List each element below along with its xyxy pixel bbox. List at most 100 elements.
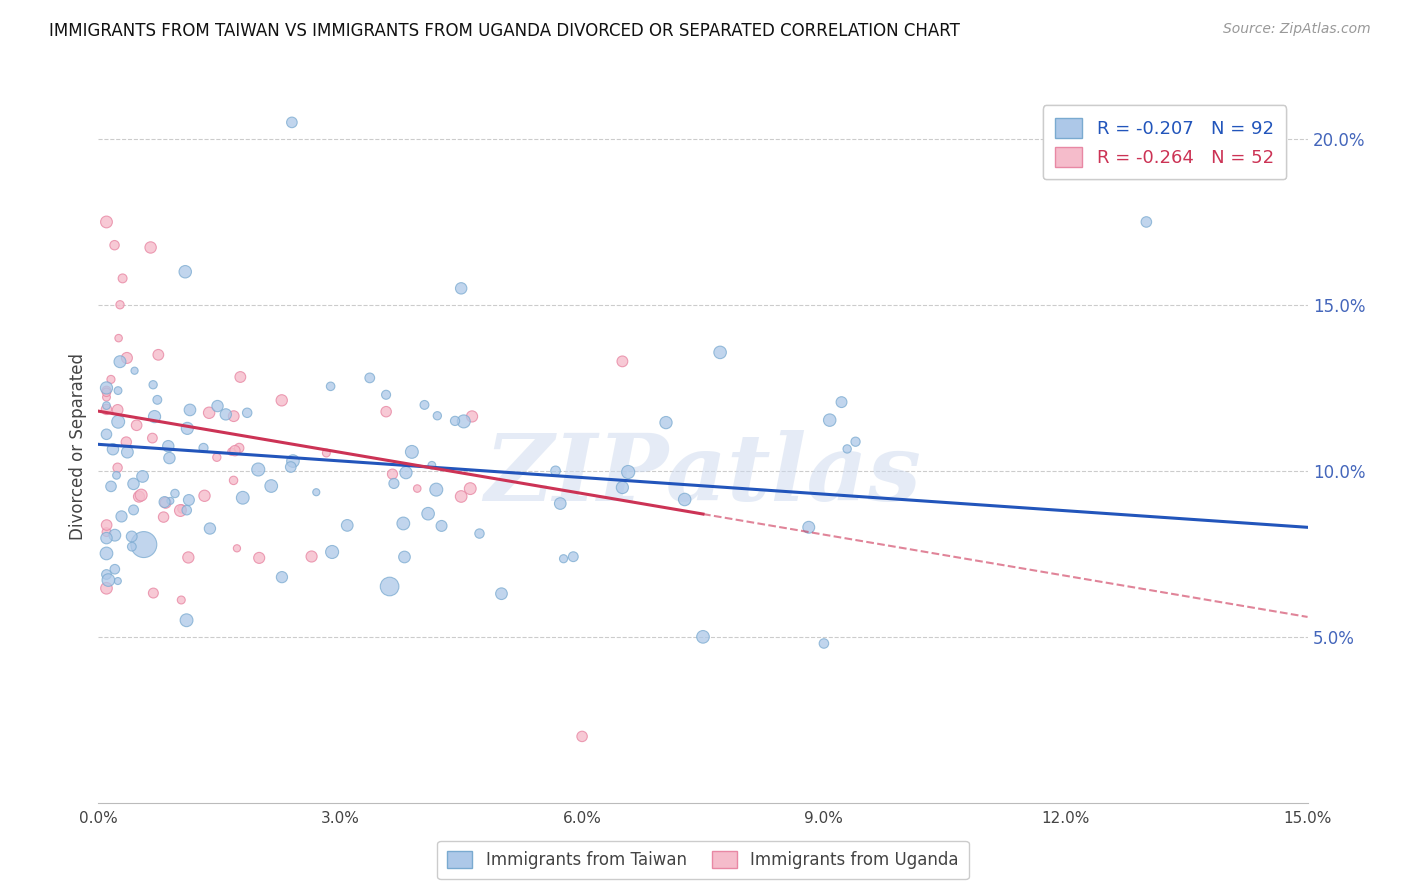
Point [96,531,118,545]
Point [359,371,381,385]
Text: ZIPatlas: ZIPatlas [485,430,921,519]
Point [96,385,118,400]
Point [818,413,841,427]
Point [177,493,200,508]
Point [612,481,634,495]
Point [111,271,134,285]
Point [458,482,481,496]
Point [198,406,221,420]
Point [416,507,439,521]
Point [146,392,169,407]
Point [121,529,143,543]
Point [141,431,163,445]
Point [222,474,245,488]
Point [221,444,243,458]
Point [224,443,246,458]
Point [401,445,423,459]
Point [450,490,472,504]
Point [655,416,678,430]
Point [96,518,118,533]
Point [381,467,404,482]
Point [321,545,343,559]
Point [453,414,475,428]
Point [177,550,200,565]
Point [107,415,129,429]
Point [129,488,152,502]
Point [336,518,359,533]
Point [96,399,118,413]
Point [142,586,165,600]
Point [395,466,418,480]
Point [101,442,124,457]
Point [426,409,449,423]
Point [468,526,491,541]
Point [709,345,731,359]
Point [153,495,176,509]
Point [198,522,221,536]
Point [444,414,467,428]
Point [157,439,180,453]
Point [571,730,593,744]
Point [179,403,201,417]
Point [280,460,302,475]
Point [617,465,640,479]
Point [108,354,131,368]
Point [319,379,342,393]
Point [450,281,472,295]
Point [152,510,174,524]
Point [612,354,634,368]
Point [491,587,513,601]
Point [96,427,118,442]
Point [1135,215,1157,229]
Point [100,372,122,386]
Point [176,613,198,627]
Point [544,464,567,478]
Point [132,538,155,552]
Point [378,580,401,594]
Point [562,549,585,564]
Point [96,567,118,582]
Point [131,469,153,483]
Point [139,240,162,254]
Point [813,636,835,650]
Point [406,482,429,496]
Point [797,520,820,534]
Point [163,486,186,500]
Point [125,418,148,433]
Point [170,593,193,607]
Point [96,546,118,560]
Point [124,364,146,378]
Point [104,562,127,576]
Point [193,489,215,503]
Point [281,115,304,129]
Point [270,393,292,408]
Point [107,331,129,345]
Point [229,370,252,384]
Point [128,490,150,504]
Point [247,550,270,565]
Point [226,541,249,556]
Point [837,442,859,456]
Point [117,445,139,459]
Point [232,491,254,505]
Point [103,238,125,252]
Point [121,540,143,554]
Point [170,502,193,516]
Point [104,528,127,542]
Point [96,581,118,595]
Point [673,492,696,507]
Text: IMMIGRANTS FROM TAIWAN VS IMMIGRANTS FROM UGANDA DIVORCED OR SEPARATED CORRELATI: IMMIGRANTS FROM TAIWAN VS IMMIGRANTS FRO… [49,22,960,40]
Point [193,441,215,455]
Point [122,503,145,517]
Point [105,468,128,483]
Point [115,351,138,365]
Point [142,377,165,392]
Point [122,476,145,491]
Point [301,549,323,564]
Point [548,497,571,511]
Point [394,549,416,564]
Point [215,408,238,422]
Point [107,460,129,475]
Point [281,454,304,468]
Point [375,405,398,419]
